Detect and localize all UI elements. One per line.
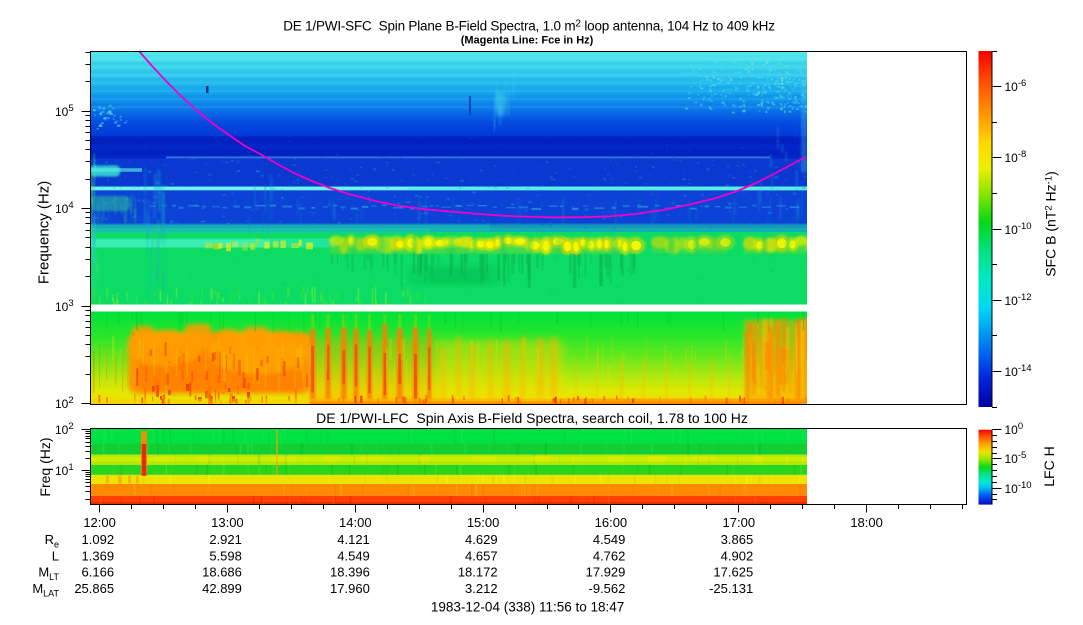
svg-text:14:00: 14:00 [339,515,372,530]
svg-text:18:00: 18:00 [850,515,883,530]
svg-text:1983-12-04 (338) 11:56 to 18:4: 1983-12-04 (338) 11:56 to 18:47 [431,600,624,615]
svg-text:3.212: 3.212 [465,581,498,596]
svg-text:-9.562: -9.562 [589,581,626,596]
svg-text:4.121: 4.121 [337,532,370,547]
svg-text:4.762: 4.762 [593,549,626,564]
svg-text:100: 100 [1005,421,1024,437]
svg-text:102: 102 [55,395,74,411]
svg-text:Freq (Hz): Freq (Hz) [37,437,53,496]
svg-text:Re: Re [45,532,59,550]
svg-text:L: L [52,549,59,564]
svg-text:3.865: 3.865 [721,532,754,547]
svg-text:102: 102 [55,421,74,437]
svg-text:4.549: 4.549 [337,549,370,564]
svg-text:17.625: 17.625 [713,565,753,580]
svg-text:10-6: 10-6 [1005,78,1027,94]
svg-text:1.369: 1.369 [82,549,115,564]
svg-text:SFC B (nT2 Hz-1): SFC B (nT2 Hz-1) [1043,171,1059,277]
svg-text:4.902: 4.902 [721,549,754,564]
svg-text:4.629: 4.629 [465,532,498,547]
svg-text:4.657: 4.657 [465,549,498,564]
svg-text:10-10: 10-10 [1005,221,1032,237]
svg-text:13:00: 13:00 [211,515,244,530]
svg-text:6.166: 6.166 [82,565,115,580]
svg-text:10-5: 10-5 [1005,450,1027,466]
svg-text:17.960: 17.960 [330,581,370,596]
svg-text:2.921: 2.921 [209,532,242,547]
svg-text:18.396: 18.396 [330,565,370,580]
svg-text:LFC H: LFC H [1041,446,1057,486]
svg-text:MLAT: MLAT [32,581,59,599]
svg-text:10-10: 10-10 [1005,480,1032,496]
svg-text:DE 1/PWI-SFC Spin Plane B-Fie: DE 1/PWI-SFC Spin Plane B-Field Spectra,… [283,19,775,34]
svg-text:DE 1/PWI-LFC Spin Axis B-Fiel: DE 1/PWI-LFC Spin Axis B-Field Spectra, … [316,410,748,426]
svg-text:101: 101 [55,462,74,478]
svg-text:5.598: 5.598 [209,549,242,564]
svg-text:42.899: 42.899 [202,581,242,596]
svg-text:4.549: 4.549 [593,532,626,547]
svg-text:-25.131: -25.131 [709,581,753,596]
svg-text:10-14: 10-14 [1005,363,1032,379]
svg-text:18.172: 18.172 [458,565,498,580]
svg-text:17:00: 17:00 [723,515,756,530]
svg-text:18.686: 18.686 [202,565,242,580]
svg-text:15:00: 15:00 [467,515,500,530]
svg-text:(Magenta Line: Fce in Hz): (Magenta Line: Fce in Hz) [461,35,594,47]
svg-text:12:00: 12:00 [83,515,116,530]
svg-text:105: 105 [55,103,74,119]
svg-text:1.092: 1.092 [82,532,115,547]
svg-text:MLT: MLT [38,565,59,583]
svg-text:25.865: 25.865 [74,581,114,596]
svg-text:103: 103 [55,298,74,314]
svg-text:16:00: 16:00 [595,515,628,530]
svg-text:104: 104 [55,200,74,216]
svg-text:Frequency (Hz): Frequency (Hz) [36,181,53,284]
svg-text:10-12: 10-12 [1005,292,1032,308]
svg-text:17.929: 17.929 [586,565,626,580]
svg-text:10-8: 10-8 [1005,149,1027,165]
